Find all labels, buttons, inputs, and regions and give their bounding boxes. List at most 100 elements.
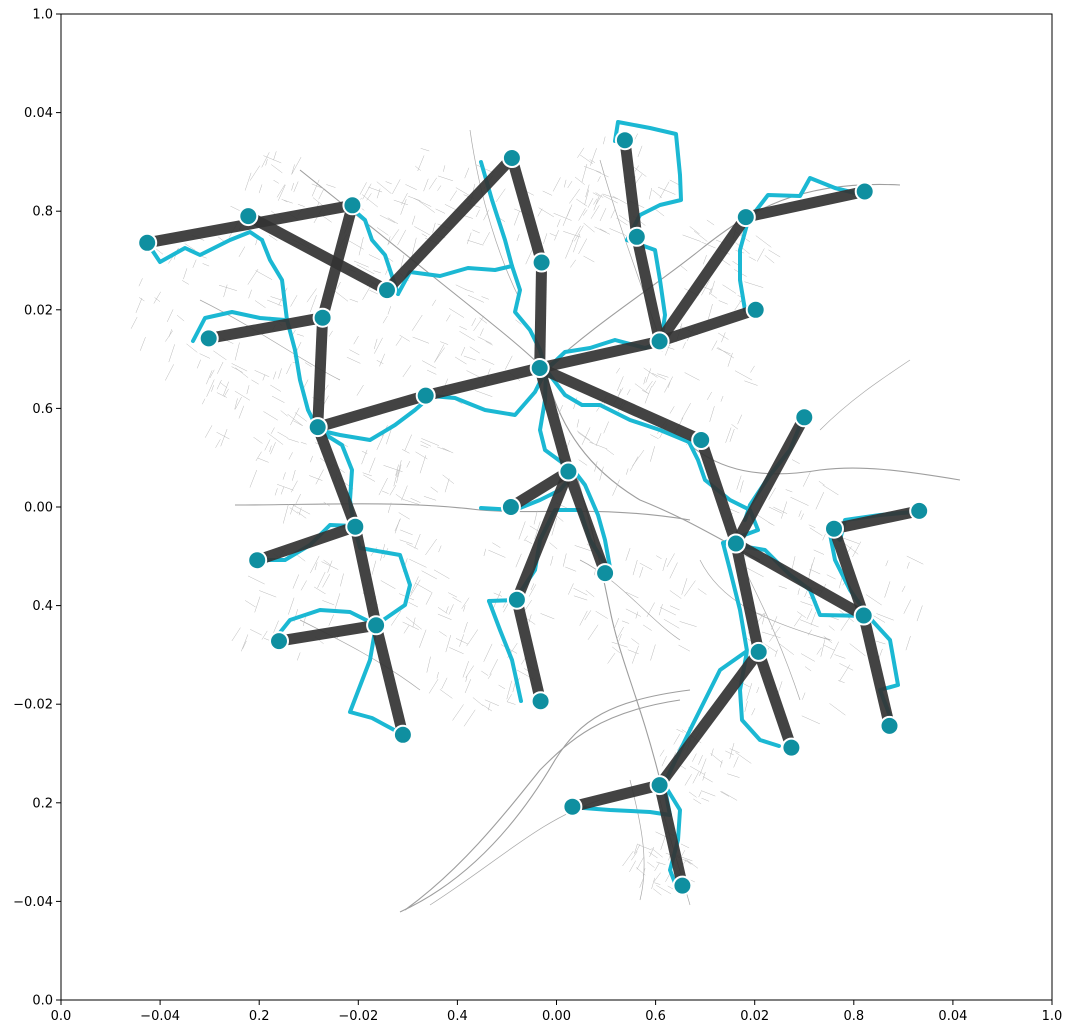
street-segment <box>219 382 227 388</box>
street-segment <box>686 859 699 869</box>
street-segment <box>376 227 389 236</box>
street-segment <box>215 439 221 448</box>
street-segment <box>733 756 739 768</box>
street-segment <box>595 433 602 446</box>
route-path <box>487 599 523 703</box>
street-segment <box>455 638 468 645</box>
street-segment <box>363 474 376 482</box>
street-segment <box>433 569 450 579</box>
street-segment <box>382 490 389 494</box>
street-segment <box>669 562 678 579</box>
street-segment <box>610 209 616 219</box>
street-segment <box>420 440 432 447</box>
street-segment <box>216 379 222 390</box>
graph-node <box>853 605 874 626</box>
y-tick-label: −0.04 <box>13 895 53 910</box>
graph-node <box>824 518 844 539</box>
street-segment <box>249 165 261 181</box>
street-segment <box>183 268 188 280</box>
street-segment <box>755 235 772 248</box>
street-segment <box>793 615 802 627</box>
street-segment <box>463 709 476 727</box>
street-segment <box>612 646 621 654</box>
graph-node <box>649 331 670 352</box>
street-segment <box>781 501 788 519</box>
street-segment <box>768 487 776 500</box>
graph-edge <box>207 312 324 344</box>
route-path <box>613 120 683 242</box>
street-segment <box>273 151 277 161</box>
street-segment <box>281 198 288 203</box>
street-segment <box>633 166 647 177</box>
street-segment <box>483 209 490 221</box>
street-segment <box>263 411 278 421</box>
street-segment <box>454 356 467 365</box>
street-segment <box>583 255 595 263</box>
street-segment <box>602 193 619 200</box>
graph-node <box>415 385 436 406</box>
street-segment <box>593 568 597 576</box>
graph-node <box>794 407 815 428</box>
street-segment <box>385 181 392 185</box>
street-segment <box>506 680 512 700</box>
street-segment <box>270 384 282 392</box>
x-tick-label: 0.0 <box>51 1009 72 1024</box>
street-segment <box>543 233 548 244</box>
graph-node <box>626 226 647 247</box>
street-segment <box>606 448 615 456</box>
street-segment <box>242 640 247 649</box>
street-segment <box>231 363 248 372</box>
graph-edge <box>538 336 661 374</box>
street-segment <box>362 183 372 200</box>
street-segment <box>903 599 912 614</box>
street-segment <box>464 679 472 694</box>
street-segment <box>402 621 419 630</box>
street-segment <box>593 195 600 211</box>
street-segment <box>569 188 581 204</box>
street-segment <box>268 234 278 241</box>
street-segment <box>603 421 609 434</box>
street-segment <box>387 217 399 225</box>
street-segment <box>756 514 773 525</box>
street-segment <box>297 511 307 519</box>
graph-node <box>725 533 746 554</box>
street-segment <box>658 604 663 616</box>
street-segment <box>293 181 299 193</box>
street-segment <box>323 501 331 507</box>
street-segment <box>734 370 753 381</box>
street-segment <box>635 611 639 619</box>
graph-edges <box>146 139 921 887</box>
street-segment <box>528 614 532 623</box>
street-segment <box>578 238 588 255</box>
street-segment <box>654 862 660 872</box>
street-segment <box>311 183 326 190</box>
street-segment <box>463 215 473 219</box>
street-segment <box>589 159 596 163</box>
street-segment <box>584 610 592 621</box>
street-segment <box>425 538 437 556</box>
street-segment <box>651 877 655 889</box>
street-segment <box>573 587 588 596</box>
street-segment <box>901 585 906 593</box>
street-segment <box>206 379 215 397</box>
street-segment <box>166 309 174 323</box>
street-segment <box>813 549 825 555</box>
street-segment <box>828 625 835 631</box>
street-segment <box>585 184 590 198</box>
street-segment <box>523 535 528 542</box>
street-segment <box>231 627 241 642</box>
street-segment <box>721 791 738 801</box>
street-segment <box>584 189 590 205</box>
graph-edge <box>349 525 382 627</box>
graph-node <box>345 516 366 537</box>
route-path <box>746 176 865 223</box>
street-segment <box>847 546 852 553</box>
graph-edge <box>832 505 921 535</box>
street-segment <box>138 278 143 287</box>
street-segment <box>466 232 472 245</box>
street-segment <box>410 497 421 503</box>
street-segment <box>247 268 259 285</box>
street-segment <box>356 384 364 396</box>
street-segment <box>632 559 638 576</box>
street-segment <box>802 692 806 700</box>
